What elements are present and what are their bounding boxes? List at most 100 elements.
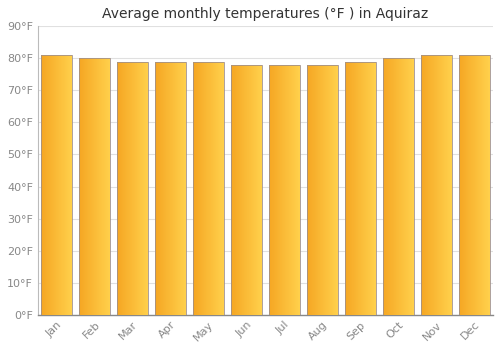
Bar — [420, 55, 421, 315]
Bar — [413, 58, 414, 315]
Bar — [451, 55, 452, 315]
Bar — [294, 65, 295, 315]
Bar — [437, 55, 438, 315]
Bar — [142, 62, 143, 315]
Bar — [409, 58, 410, 315]
Bar — [316, 65, 317, 315]
Bar — [250, 65, 251, 315]
Bar — [349, 62, 350, 315]
Bar — [249, 65, 250, 315]
Bar — [109, 58, 110, 315]
Bar — [260, 65, 261, 315]
Bar — [372, 62, 373, 315]
Bar — [134, 62, 135, 315]
Bar — [325, 65, 326, 315]
Bar — [334, 65, 335, 315]
Bar — [165, 62, 166, 315]
Bar — [127, 62, 128, 315]
Bar — [487, 55, 488, 315]
Bar — [276, 65, 277, 315]
Bar — [176, 62, 177, 315]
Bar — [86, 58, 87, 315]
Bar — [277, 65, 278, 315]
Bar — [358, 62, 359, 315]
Bar — [166, 62, 167, 315]
Bar — [319, 65, 320, 315]
Bar — [132, 62, 133, 315]
Bar — [90, 58, 91, 315]
Bar — [199, 62, 200, 315]
Bar — [486, 55, 487, 315]
Bar — [289, 65, 290, 315]
Bar — [88, 58, 89, 315]
Bar — [63, 55, 64, 315]
Bar — [124, 62, 125, 315]
Bar — [484, 55, 485, 315]
Bar — [324, 65, 325, 315]
Bar — [231, 65, 262, 315]
Bar — [396, 58, 397, 315]
Bar — [241, 65, 242, 315]
Bar — [311, 65, 312, 315]
Bar — [402, 58, 403, 315]
Bar — [393, 58, 394, 315]
Bar — [143, 62, 144, 315]
Bar — [57, 55, 58, 315]
Bar — [248, 65, 249, 315]
Bar — [158, 62, 159, 315]
Bar — [133, 62, 134, 315]
Bar — [70, 55, 71, 315]
Bar — [120, 62, 121, 315]
Bar — [83, 58, 84, 315]
Bar — [219, 62, 220, 315]
Bar — [331, 65, 332, 315]
Bar — [344, 62, 376, 315]
Bar — [214, 62, 216, 315]
Bar — [411, 58, 412, 315]
Bar — [435, 55, 436, 315]
Bar — [369, 62, 370, 315]
Bar — [382, 58, 383, 315]
Bar — [136, 62, 137, 315]
Bar — [359, 62, 360, 315]
Bar — [477, 55, 478, 315]
Bar — [282, 65, 283, 315]
Bar — [85, 58, 86, 315]
Bar — [461, 55, 462, 315]
Bar — [232, 65, 233, 315]
Bar — [443, 55, 444, 315]
Bar — [468, 55, 469, 315]
Bar — [259, 65, 260, 315]
Bar — [194, 62, 195, 315]
Bar — [441, 55, 442, 315]
Bar — [47, 55, 48, 315]
Bar — [290, 65, 291, 315]
Bar — [108, 58, 109, 315]
Bar — [423, 55, 424, 315]
Bar — [125, 62, 126, 315]
Bar — [69, 55, 70, 315]
Bar — [179, 62, 180, 315]
Bar — [271, 65, 272, 315]
Bar — [390, 58, 391, 315]
Bar — [444, 55, 445, 315]
Bar — [139, 62, 140, 315]
Bar — [489, 55, 490, 315]
Bar — [292, 65, 293, 315]
Bar — [200, 62, 202, 315]
Bar — [364, 62, 365, 315]
Bar — [355, 62, 356, 315]
Bar — [59, 55, 60, 315]
Bar — [207, 62, 208, 315]
Bar — [298, 65, 299, 315]
Bar — [257, 65, 258, 315]
Bar — [327, 65, 328, 315]
Bar — [312, 65, 313, 315]
Bar — [62, 55, 63, 315]
Bar — [231, 65, 232, 315]
Bar — [278, 65, 279, 315]
Bar — [427, 55, 428, 315]
Bar — [202, 62, 203, 315]
Bar — [89, 58, 90, 315]
Bar — [255, 65, 256, 315]
